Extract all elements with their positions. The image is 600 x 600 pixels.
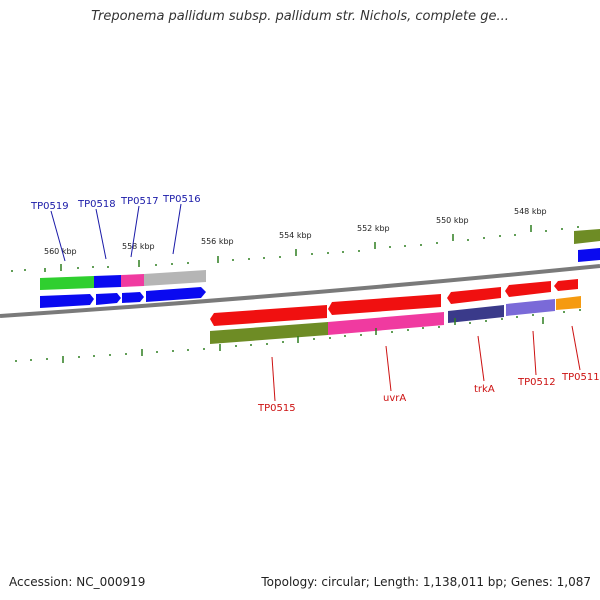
- lower-tick-row: [15, 309, 581, 363]
- gene-label-tp0512: TP0512: [517, 377, 556, 388]
- lower-gene-leaders: [271, 325, 581, 402]
- gene-arrow-tp0512: [505, 281, 551, 297]
- gene-bar-magenta-uvra: [328, 312, 444, 335]
- lower-gene-arrows: [210, 279, 578, 326]
- gene-arrow-trka: [447, 287, 501, 304]
- gene-arrow-tp0515: [210, 305, 327, 326]
- gene-bar-navy-trka: [448, 305, 504, 323]
- lower-gene-labels: TP0515 uvrA trkA TP0512 TP0511: [257, 372, 600, 414]
- gene-label-tp0517: TP0517: [120, 196, 159, 207]
- upper-tick-row: [11, 225, 579, 272]
- gene-label-tp0515: TP0515: [257, 403, 296, 414]
- gene-arrow-tp0516: [146, 287, 206, 302]
- upper-gene-arrows: [40, 248, 600, 308]
- gene-arrow-right-edge: [578, 248, 600, 262]
- accession-text: Accession: NC_000919: [9, 575, 146, 589]
- gene-arrow-tp0519: [40, 294, 94, 308]
- gene-bar-orange-tp0511: [556, 296, 581, 310]
- genome-backbone: [0, 264, 600, 318]
- gene-bar-grey: [144, 270, 206, 286]
- ruler-label: 558 kbp: [122, 242, 155, 251]
- ruler-label: 550 kbp: [436, 216, 469, 225]
- lower-gene-summary-row: [210, 296, 581, 344]
- gene-label-uvra: uvrA: [383, 393, 406, 404]
- map-title: Treponema pallidum subsp. pallidum str. …: [91, 9, 509, 24]
- ruler-label: 554 kbp: [279, 231, 312, 240]
- gene-label-tp0519: TP0519: [30, 201, 69, 212]
- ruler-labels: 560 kbp 558 kbp 556 kbp 554 kbp 552 kbp …: [44, 207, 547, 256]
- gene-bar-purple-tp0512: [506, 299, 555, 316]
- ruler-label: 552 kbp: [357, 224, 390, 233]
- gene-arrow-tp0511: [554, 279, 578, 291]
- gene-arrow-tp0518: [96, 293, 121, 305]
- gene-bar-green: [40, 276, 94, 290]
- upper-gene-summary-row: [40, 229, 600, 290]
- gene-label-trka: trkA: [474, 384, 495, 395]
- ruler-label: 556 kbp: [201, 237, 234, 246]
- gene-bar-magenta: [121, 274, 144, 287]
- genome-summary-text: Topology: circular; Length: 1,138,011 bp…: [261, 575, 591, 589]
- gene-bar-olive: [574, 229, 600, 244]
- gene-label-tp0516: TP0516: [162, 194, 201, 205]
- gene-arrow-uvra: [328, 294, 441, 315]
- upper-gene-leaders: [50, 203, 182, 262]
- upper-gene-labels: TP0519 TP0518 TP0517 TP0516: [30, 194, 201, 212]
- gene-bar-blue: [94, 275, 121, 288]
- gene-label-tp0511: TP0511: [561, 372, 600, 383]
- gene-bar-olive-tp0515: [210, 322, 328, 344]
- ruler-label: 560 kbp: [44, 247, 77, 256]
- ruler-label: 548 kbp: [514, 207, 547, 216]
- gene-arrow-tp0517: [122, 292, 144, 303]
- gene-label-tp0518: TP0518: [77, 199, 116, 210]
